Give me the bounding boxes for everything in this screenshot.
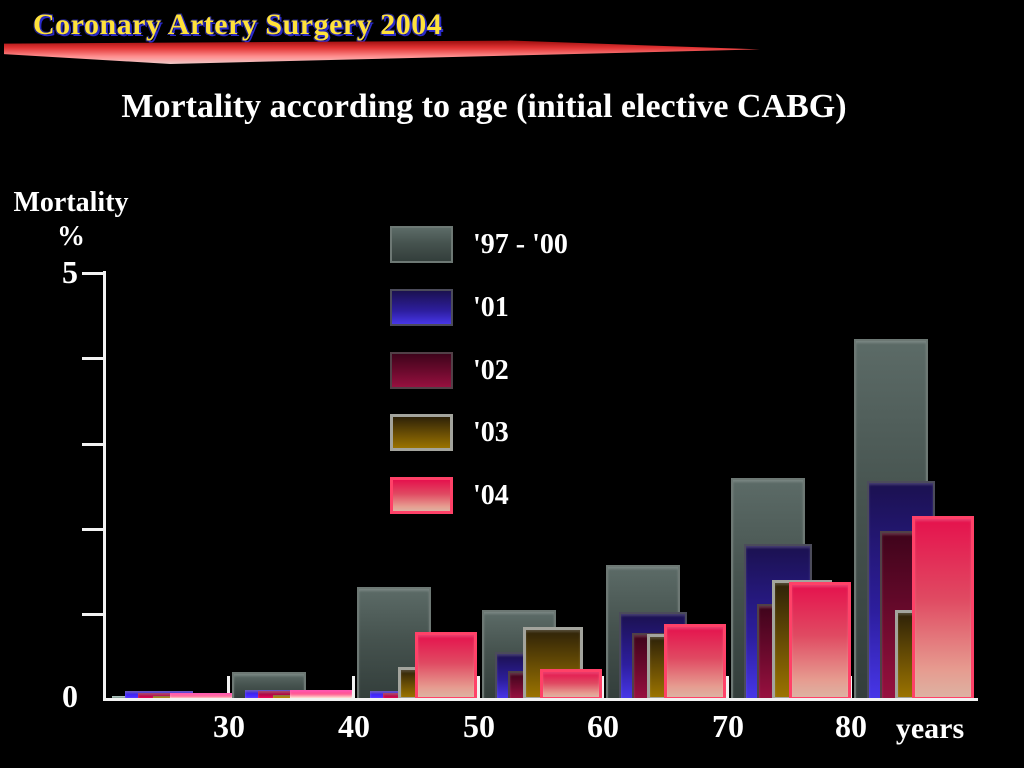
y-axis-label-line1: Mortality (13, 187, 129, 218)
x-tick-label-40: 40 (338, 708, 370, 744)
y-axis-tick-1 (82, 613, 106, 616)
bar-04-50-60 (540, 669, 602, 700)
bar-04-30-40 (290, 690, 352, 700)
y-axis-tick-4 (82, 357, 106, 360)
y-axis-tick-5 (82, 272, 106, 275)
bar-04-60-70 (664, 624, 726, 700)
x-axis-tick-70 (726, 676, 729, 698)
page-title: Mortality according to age (initial elec… (121, 88, 847, 125)
legend-item-01: '01 (390, 289, 509, 326)
legend-item-02: '02 (390, 352, 509, 389)
y-axis-label-line2: % (57, 221, 85, 252)
x-axis-line (103, 698, 978, 701)
x-axis-tick-50 (477, 676, 480, 698)
legend-label-02: '02 (473, 354, 509, 386)
y-tick-label-0: 0 (62, 678, 78, 714)
y-axis-tick-2 (82, 528, 106, 531)
x-axis-unit-label: years (895, 712, 965, 745)
y-axis-label: Mortality % (2, 186, 140, 254)
y-tick-label-5: 5 (62, 254, 78, 290)
bar-04-<30 (170, 693, 232, 700)
x-axis-tick-60 (601, 676, 604, 698)
header-title: Coronary Artery Surgery 2004 (33, 8, 443, 41)
legend-label-03: '03 (473, 416, 509, 448)
x-axis-tick-40 (352, 676, 355, 698)
legend-label-97-00: '97 - '00 (473, 228, 568, 260)
legend-swatch-02 (390, 352, 453, 389)
x-tick-label-60: 60 (587, 708, 619, 744)
legend-label-04: '04 (473, 479, 509, 511)
legend-swatch-04 (390, 477, 453, 514)
bar-04-80+ (912, 516, 974, 700)
x-tick-label-50: 50 (463, 708, 495, 744)
legend-item-04: '04 (390, 477, 509, 514)
legend-swatch-03 (390, 414, 453, 451)
bar-04-40-50 (415, 632, 477, 700)
y-axis-tick-3 (82, 443, 106, 446)
x-tick-label-30: 30 (213, 708, 245, 744)
legend-label-01: '01 (473, 291, 509, 323)
x-axis-tick-30 (227, 676, 230, 698)
legend-swatch-01 (390, 289, 453, 326)
legend-swatch-97-00 (390, 226, 453, 263)
x-tick-label-80: 80 (835, 708, 867, 744)
y-axis-line (103, 271, 106, 701)
bar-04-70-80 (789, 582, 851, 700)
legend-item-97-00: '97 - '00 (390, 226, 568, 263)
x-tick-label-70: 70 (712, 708, 744, 744)
legend-item-03: '03 (390, 414, 509, 451)
header-swoosh-decoration (4, 40, 760, 64)
